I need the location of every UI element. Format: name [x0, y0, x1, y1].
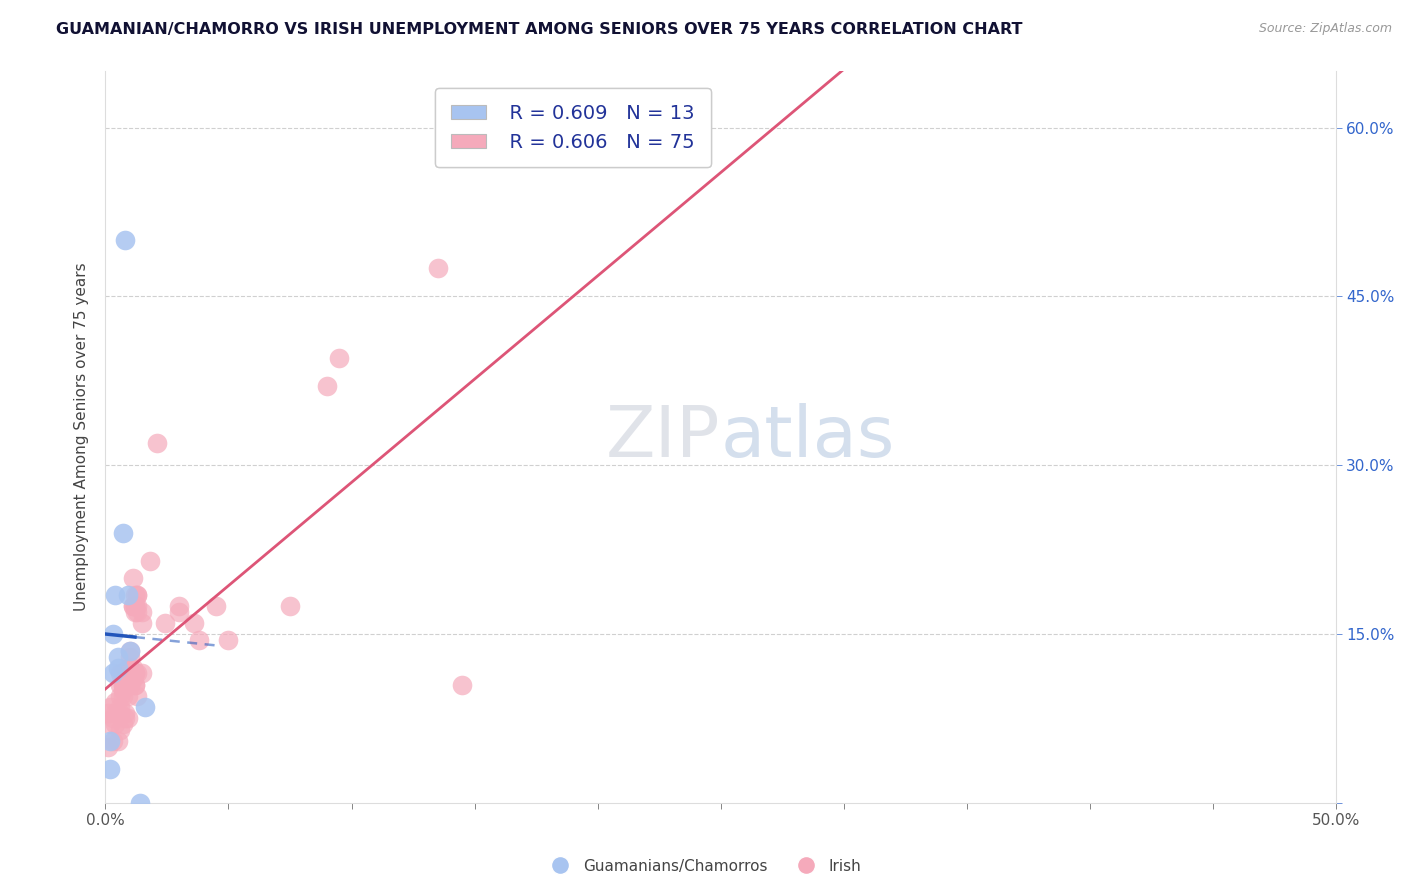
Point: [127, 666, 149, 681]
Point: [134, 700, 156, 714]
Point: [121, 599, 143, 613]
Point: [426, 261, 449, 276]
Point: [153, 615, 176, 630]
Point: [183, 615, 205, 630]
Point: [451, 678, 474, 692]
Point: [110, 700, 132, 714]
Point: [101, 711, 124, 725]
Point: [120, 672, 141, 686]
Point: [117, 661, 139, 675]
Point: [110, 678, 132, 692]
Point: [120, 644, 141, 658]
Point: [121, 571, 143, 585]
Point: [101, 627, 124, 641]
Point: [121, 672, 143, 686]
Point: [117, 672, 139, 686]
Point: [120, 678, 141, 692]
Point: [127, 599, 149, 613]
Text: ZIP: ZIP: [606, 402, 721, 472]
Text: Source: ZipAtlas.com: Source: ZipAtlas.com: [1258, 22, 1392, 36]
Point: [107, 649, 129, 664]
Point: [101, 666, 124, 681]
Point: [117, 588, 139, 602]
Point: [131, 666, 153, 681]
Point: [124, 599, 146, 613]
Point: [104, 694, 127, 708]
Point: [111, 717, 134, 731]
Point: [104, 717, 127, 731]
Point: [114, 233, 136, 247]
Legend: Guamanians/Chamorros, Irish: Guamanians/Chamorros, Irish: [538, 853, 868, 880]
Point: [107, 734, 129, 748]
Point: [110, 689, 132, 703]
Point: [111, 683, 134, 698]
Point: [97, 706, 120, 720]
Point: [127, 588, 149, 602]
Point: [120, 678, 141, 692]
Point: [120, 649, 141, 664]
Point: [117, 689, 139, 703]
Point: [98, 762, 122, 776]
Point: [127, 689, 149, 703]
Point: [120, 672, 141, 686]
Point: [124, 605, 146, 619]
Point: [114, 706, 136, 720]
Point: [129, 796, 152, 810]
Point: [117, 711, 139, 725]
Point: [121, 661, 143, 675]
Point: [111, 525, 134, 540]
Point: [110, 706, 132, 720]
Point: [117, 678, 139, 692]
Point: [131, 605, 153, 619]
Point: [120, 644, 141, 658]
Point: [188, 632, 211, 647]
Point: [127, 588, 149, 602]
Text: GUAMANIAN/CHAMORRO VS IRISH UNEMPLOYMENT AMONG SENIORS OVER 75 YEARS CORRELATION: GUAMANIAN/CHAMORRO VS IRISH UNEMPLOYMENT…: [56, 22, 1022, 37]
Point: [124, 588, 146, 602]
Point: [127, 605, 149, 619]
Point: [120, 661, 141, 675]
Point: [98, 734, 122, 748]
Point: [138, 554, 162, 568]
Point: [111, 666, 134, 681]
Point: [124, 678, 146, 692]
Point: [104, 588, 127, 602]
Point: [205, 599, 228, 613]
Y-axis label: Unemployment Among Seniors over 75 years: Unemployment Among Seniors over 75 years: [75, 263, 90, 611]
Point: [111, 678, 134, 692]
Point: [97, 739, 120, 754]
Point: [111, 689, 134, 703]
Point: [169, 605, 191, 619]
Point: [111, 678, 134, 692]
Legend:   R = 0.609   N = 13,   R = 0.606   N = 75: R = 0.609 N = 13, R = 0.606 N = 75: [436, 88, 710, 167]
Point: [146, 435, 169, 450]
Point: [107, 706, 129, 720]
Point: [315, 379, 337, 393]
Point: [121, 666, 143, 681]
Point: [101, 734, 124, 748]
Point: [121, 599, 143, 613]
Point: [110, 666, 132, 681]
Point: [98, 700, 122, 714]
Point: [107, 661, 129, 675]
Point: [110, 723, 132, 737]
Point: [104, 706, 127, 720]
Point: [124, 678, 146, 692]
Point: [169, 599, 191, 613]
Point: [278, 599, 301, 613]
Point: [131, 615, 153, 630]
Point: [114, 678, 136, 692]
Point: [124, 599, 146, 613]
Point: [124, 666, 146, 681]
Text: atlas: atlas: [721, 402, 896, 472]
Point: [98, 717, 122, 731]
Point: [120, 661, 141, 675]
Point: [114, 711, 136, 725]
Point: [218, 632, 240, 647]
Point: [124, 666, 146, 681]
Point: [328, 351, 350, 366]
